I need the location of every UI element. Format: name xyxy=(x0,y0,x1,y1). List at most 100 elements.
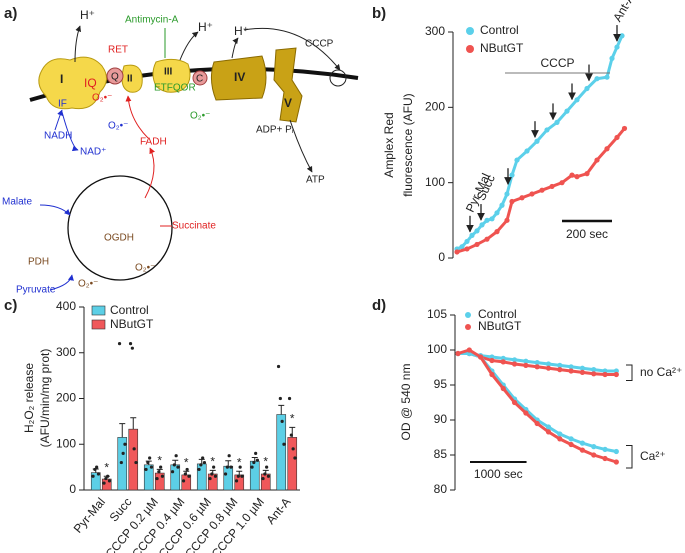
annotation: CCCP xyxy=(540,56,574,70)
data-point xyxy=(201,456,205,460)
y-axis-label: OD @ 540 nm xyxy=(399,364,413,441)
data-point xyxy=(106,474,110,478)
data-point xyxy=(265,465,269,469)
y-tick-label: 90 xyxy=(434,412,448,426)
data-point xyxy=(602,455,608,462)
data-point xyxy=(569,172,575,178)
data-point xyxy=(559,180,565,186)
data-point xyxy=(227,454,231,458)
data-point xyxy=(545,424,552,430)
data-point xyxy=(236,474,240,478)
data-point xyxy=(523,358,529,364)
significance: * xyxy=(184,455,189,469)
data-point xyxy=(604,74,610,80)
data-point xyxy=(613,448,619,455)
data-point xyxy=(478,354,484,360)
data-point xyxy=(266,474,271,478)
data-point xyxy=(568,441,574,448)
y-tick-label: 200 xyxy=(425,100,445,114)
label: PDH xyxy=(28,257,49,268)
significance: * xyxy=(104,460,109,474)
data-point xyxy=(107,479,112,483)
label: Malate xyxy=(2,197,32,208)
data-point xyxy=(545,361,552,367)
data-point xyxy=(564,108,570,114)
legend-marker xyxy=(91,305,106,316)
data-point xyxy=(278,396,282,401)
data-point xyxy=(250,465,254,469)
legend-marker xyxy=(91,319,106,330)
label: NAD⁺ xyxy=(80,147,106,158)
error-bar xyxy=(130,417,137,430)
bracket-label: no Ca²⁺ xyxy=(640,365,682,379)
legend-marker xyxy=(466,45,474,53)
data-point xyxy=(202,460,207,465)
data-point xyxy=(261,476,265,481)
label: ADP+ Pᵢ xyxy=(256,125,294,136)
data-point xyxy=(459,244,465,250)
bracket-label: Ca²⁺ xyxy=(640,449,666,463)
data-point xyxy=(614,134,620,141)
data-point xyxy=(591,444,597,450)
data-point xyxy=(619,33,625,39)
legend-label: NButGT xyxy=(478,319,522,333)
data-point xyxy=(197,467,201,472)
label: CCCP xyxy=(305,39,334,50)
data-point xyxy=(238,465,242,469)
data-point xyxy=(144,467,148,472)
label: FADH xyxy=(140,137,167,148)
complex xyxy=(210,55,267,101)
data-point xyxy=(276,364,281,369)
complex xyxy=(152,58,191,93)
data-point xyxy=(199,463,203,467)
label: O₂•⁻ xyxy=(108,121,128,132)
legend-label: Control xyxy=(480,23,519,37)
data-point xyxy=(181,479,186,483)
y-tick-label: 85 xyxy=(434,447,448,461)
arrow xyxy=(39,204,71,216)
data-point xyxy=(212,465,216,469)
data-point xyxy=(225,465,229,469)
arrow xyxy=(231,37,239,59)
data-point xyxy=(568,368,574,374)
data-point xyxy=(579,369,586,375)
y-tick-label: 200 xyxy=(56,391,76,405)
label: RET xyxy=(108,45,128,56)
data-point xyxy=(146,460,150,465)
label: I xyxy=(60,72,63,86)
data-point xyxy=(157,470,161,474)
data-point xyxy=(557,431,563,437)
data-point xyxy=(557,436,563,442)
data-point xyxy=(529,191,535,197)
data-point xyxy=(500,385,506,392)
complex xyxy=(121,64,143,93)
data-point xyxy=(514,157,520,163)
data-point xyxy=(602,446,608,452)
significance: * xyxy=(263,454,268,468)
data-point xyxy=(91,474,95,478)
data-point xyxy=(466,347,472,353)
label: II xyxy=(127,74,133,85)
data-point xyxy=(609,55,615,61)
data-point xyxy=(187,474,191,478)
arrow xyxy=(49,274,74,291)
data-point xyxy=(549,183,555,190)
data-point xyxy=(509,172,515,178)
data-point xyxy=(534,360,540,366)
y-tick-label: 100 xyxy=(427,342,447,356)
significance: * xyxy=(290,411,295,425)
error-bar xyxy=(119,423,126,438)
complex xyxy=(273,47,303,123)
annotation: Ant-A xyxy=(610,0,637,24)
data-point xyxy=(95,465,99,469)
data-point xyxy=(614,44,620,50)
data-point xyxy=(511,399,518,406)
bar xyxy=(196,463,207,491)
data-point xyxy=(170,470,175,474)
panel-label: b) xyxy=(372,5,386,22)
label: Succinate xyxy=(172,221,216,232)
arrow xyxy=(54,109,63,131)
label: H⁺ xyxy=(198,20,213,34)
label: IQ xyxy=(84,76,97,90)
data-point xyxy=(509,198,515,205)
